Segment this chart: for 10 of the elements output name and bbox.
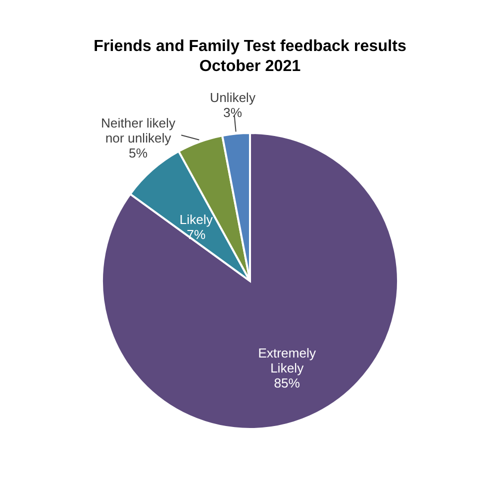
data-label: 5% (128, 146, 148, 161)
data-label: 3% (223, 104, 243, 120)
chart-title: Friends and Family Test feedback results October 2021 (94, 38, 406, 75)
data-label: 7% (186, 226, 206, 242)
slice-label: Neither likely nor unlikely (100, 116, 176, 146)
slice-label: Unlikely (210, 90, 256, 105)
slice-label: Extremely Likely (258, 346, 316, 376)
slice-label: Likely (180, 212, 214, 227)
pie-slice (101, 132, 399, 430)
data-label: 85% (274, 376, 300, 391)
